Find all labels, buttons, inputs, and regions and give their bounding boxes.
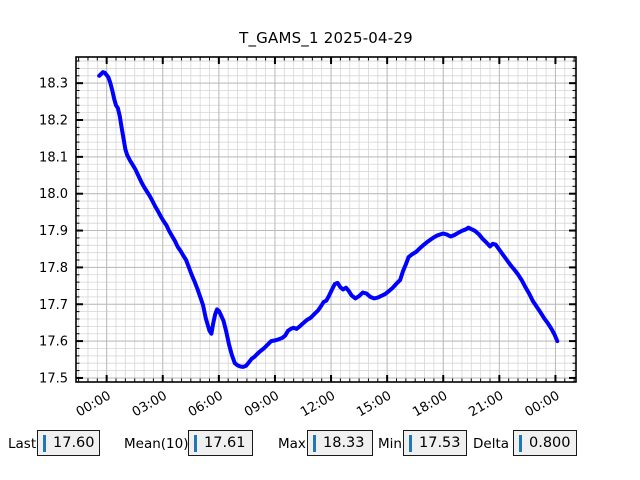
- stat-value-max: 18.33: [323, 435, 365, 451]
- stat-value-delta: 0.800: [529, 435, 571, 451]
- text-cursor-icon: [313, 434, 316, 452]
- stat-label-max: Max: [278, 436, 306, 452]
- x-tick-label: 12:00: [298, 388, 338, 420]
- text-cursor-icon: [409, 434, 412, 452]
- y-tick-label: 17.8: [39, 261, 68, 276]
- stat-value-mean: 17.61: [204, 435, 246, 451]
- stat-textbox-min[interactable]: 17.53: [403, 430, 467, 456]
- stat-value-min: 17.53: [419, 435, 461, 451]
- stat-label-min: Min: [378, 436, 402, 452]
- plot-area: 00:00 03:00 06:00 09:00 12:00 15:00 18:00 21:00…: [39, 56, 577, 420]
- y-tick-label: 18.2: [39, 114, 68, 129]
- stat-label-mean: Mean(10): [124, 436, 189, 452]
- chart-canvas: 00:00 03:00 06:00 09:00 12:00 15:00 18:00 21:00…: [39, 56, 577, 420]
- data-line: [97, 70, 560, 369]
- y-tick-label: 17.7: [39, 298, 68, 313]
- stat-label-last: Last: [8, 436, 37, 452]
- x-tick-label: 09:00: [242, 388, 282, 420]
- stat-value-last: 17.60: [53, 435, 95, 451]
- chart-title: T_GAMS_1 2025-04-29: [239, 29, 413, 47]
- stat-textbox-max[interactable]: 18.33: [307, 430, 373, 456]
- y-tick-label: 17.6: [39, 335, 68, 350]
- text-cursor-icon: [519, 434, 522, 452]
- y-tick-label: 17.5: [39, 371, 68, 386]
- axes-spines: [75, 56, 577, 383]
- x-tick-label: 06:00: [186, 388, 226, 420]
- y-tick-label: 18.1: [39, 150, 68, 165]
- x-tick-label: 15:00: [354, 388, 394, 420]
- text-cursor-icon: [194, 434, 197, 452]
- x-tick-label: 21:00: [466, 388, 506, 420]
- stat-textbox-delta[interactable]: 0.800: [513, 430, 577, 456]
- y-tick-label: 17.9: [39, 224, 68, 239]
- y-tick-label: 18.0: [39, 187, 68, 202]
- stat-label-delta: Delta: [473, 436, 510, 452]
- text-cursor-icon: [43, 434, 46, 452]
- y-tick-label: 18.3: [39, 77, 68, 92]
- x-tick-label: 03:00: [130, 388, 170, 420]
- x-tick-label: 00:00: [522, 388, 562, 420]
- stat-textbox-mean[interactable]: 17.61: [188, 430, 253, 456]
- x-tick-label: 00:00: [74, 388, 114, 420]
- x-tick-label: 18:00: [410, 388, 450, 420]
- stat-textbox-last[interactable]: 17.60: [37, 430, 100, 456]
